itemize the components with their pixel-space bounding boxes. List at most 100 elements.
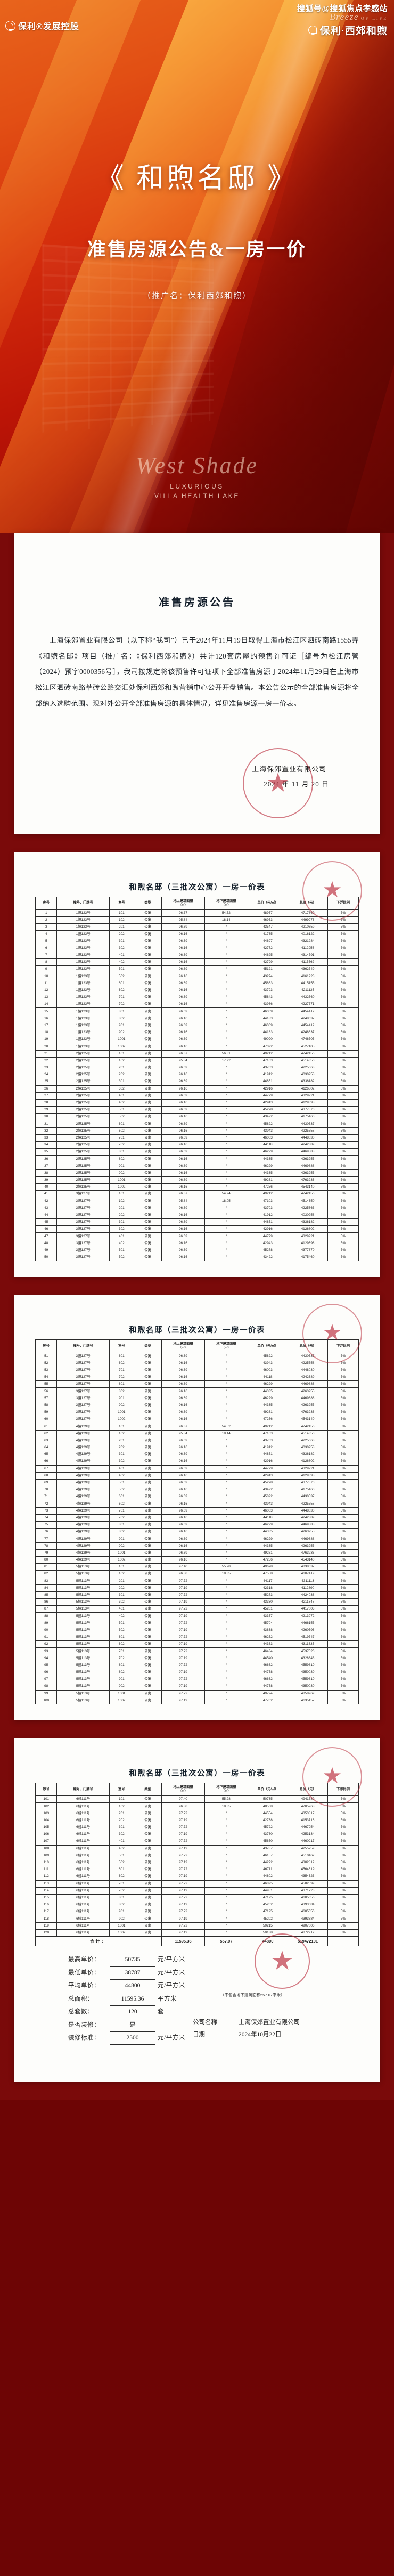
table-row: 62 4幢129号 102 公寓 95.84 18.14 47103 4514350 5% (35, 1429, 359, 1437)
cell-col-8: 5% (327, 1162, 359, 1170)
table-row: 42 3幢127号 102 公寓 95.84 18.05 47103 4514350 5% (35, 1197, 359, 1205)
cell-col-3: 公寓 (133, 1612, 162, 1620)
cell-col-3: 公寓 (133, 1423, 162, 1431)
cell-col-8: 5% (327, 1901, 359, 1909)
cell-col-6: 44758 (247, 1668, 288, 1677)
cell-col-5: / (204, 944, 248, 952)
cell-col-2: 202 (109, 1816, 134, 1825)
cell-col-4: 96.37 (161, 1050, 205, 1058)
cell-col-0: 90 (35, 1626, 58, 1635)
cell-col-3: 公寓 (133, 1001, 162, 1009)
cell-col-1: 3幢127号 (56, 1225, 110, 1233)
cell-col-6: 49724 (247, 1689, 288, 1697)
table-row: 24 2幢125号 202 公寓 96.16/41912 4030258 5% (35, 1071, 359, 1079)
cell-col-7: 4321284 (287, 937, 329, 945)
cell-col-4: 96.16 (161, 1514, 205, 1522)
summary-key: 装修标准： (68, 2035, 100, 2042)
header-unit: （㎡） (178, 903, 188, 907)
table-row: 46 3幢127号 302 公寓 96.16/42916 4126802 5% (35, 1225, 359, 1233)
cell-col-3: 公寓 (133, 1486, 162, 1494)
cell-col-4: 96.37 (161, 1423, 205, 1431)
cell-col-7: 4242389 (287, 1514, 329, 1522)
table-row: 48 3幢127号 402 公寓 96.16/42943 4129398 5% (35, 1239, 359, 1247)
cell-col-6: 49261 (247, 1176, 288, 1184)
cell-col-0: 61 (35, 1423, 58, 1431)
cell-col-0: 79 (35, 1549, 58, 1557)
cell-col-7: 4225663 (287, 1063, 329, 1072)
table-row: 37 2幢125号 901 公寓 96.69/46229 4469888 5% (35, 1162, 359, 1170)
table-row: 112 6幢111号 602 公寓 97.19/44802 4354323 5% (35, 1873, 359, 1881)
cell-col-2: 802 (109, 1901, 134, 1909)
cell-col-7: 4559810 (287, 1661, 329, 1669)
col-header-4: 地上建筑面积 （㎡） (161, 1782, 205, 1797)
cell-col-2: 201 (109, 1063, 134, 1072)
cell-col-3: 公寓 (133, 1634, 162, 1642)
col-header-5: 地下建筑面积 （㎡） (204, 896, 248, 910)
cell-col-0: 88 (35, 1612, 58, 1620)
cell-col-1: 1幢123号 (56, 1021, 110, 1030)
cell-col-6: 44118 (247, 1514, 288, 1522)
cell-col-1: 2幢125号 (56, 1106, 110, 1114)
table-row: 65 4幢129号 301 公寓 96.69/44851 4336182 5% (35, 1451, 359, 1459)
cell-col-5: / (204, 1858, 248, 1867)
cell-col-2: 602 (109, 1500, 134, 1508)
cell-col-0: 62 (35, 1429, 58, 1437)
cell-col-1: 3幢127号 (56, 1416, 110, 1424)
cell-col-1: 1幢123号 (56, 979, 110, 987)
cell-col-3: 公寓 (133, 1021, 162, 1030)
cell-col-3: 公寓 (133, 1507, 162, 1515)
cell-col-5: / (204, 1451, 248, 1459)
cell-col-5: / (204, 1640, 248, 1648)
col-header-5: 地下建筑面积 （㎡） (204, 1339, 248, 1353)
cell-col-3: 公寓 (133, 1640, 162, 1648)
cell-col-2: 401 (109, 1232, 134, 1240)
cell-col-4: 97.72 (161, 1647, 205, 1655)
cell-col-6: 44802 (247, 1873, 288, 1881)
cell-col-4: 97.72 (161, 1676, 205, 1684)
cell-col-4: 97.19 (161, 1668, 205, 1677)
cell-col-0: 97 (35, 1676, 58, 1684)
summary-value: 50735 (110, 1954, 155, 1967)
cell-col-8: 5% (327, 1823, 359, 1832)
table-row: 105 6幢111号 301 公寓 97.72/45722 4467954 5% (35, 1823, 359, 1832)
cell-col-8: 5% (327, 979, 359, 987)
summary-key: 最低单价： (68, 1969, 100, 1976)
cell-col-4: 96.69 (161, 1507, 205, 1515)
cell-col-3: 公寓 (133, 1598, 162, 1606)
cell-col-4: 96.69 (161, 1106, 205, 1114)
cell-col-3: 公寓 (133, 1211, 162, 1220)
cell-col-7: 4227771 (287, 1001, 329, 1009)
cell-col-0: 106 (35, 1831, 58, 1839)
cell-col-1: 6幢111号 (56, 1831, 110, 1839)
table-row: 36 2幢125号 802 公寓 96.16/44335 4263255 5% (35, 1155, 359, 1163)
cell-col-3: 公寓 (133, 1443, 162, 1452)
summary-note: （不包含地下建筑面积557.07平米） (220, 1993, 285, 1998)
cell-col-1: 2幢125号 (56, 1057, 110, 1064)
cell-col-4: 96.16 (161, 1401, 205, 1410)
summary-unit: 元/平方米 (158, 1969, 185, 1976)
cell-col-6: 47103 (247, 1429, 288, 1437)
table-row: 10 1幢123号 502 公寓 96.16/43274 4161228 5% (35, 972, 359, 980)
cell-col-3: 公寓 (133, 923, 162, 931)
cell-col-2: 1002 (109, 1043, 134, 1051)
cell-col-2: 901 (109, 1394, 134, 1402)
cell-col-8: 5% (327, 1366, 359, 1375)
cell-col-4: 97.72 (161, 1619, 205, 1627)
cell-col-2: 601 (109, 1634, 134, 1642)
col-header-6: 单价（元/㎡） (247, 896, 288, 910)
cell-col-2: 201 (109, 1577, 134, 1585)
cell-col-5: / (204, 1577, 248, 1585)
total-above-area: 11595.36 (161, 1936, 205, 1947)
cell-col-4: 96.16 (161, 1099, 205, 1107)
cell-col-3: 公寓 (133, 1493, 162, 1501)
cell-col-7: 4126802 (287, 1458, 329, 1466)
cell-col-4: 96.69 (161, 1535, 205, 1543)
cell-col-0: 25 (35, 1078, 58, 1086)
cell-col-0: 104 (35, 1816, 58, 1825)
cell-col-3: 公寓 (133, 1029, 162, 1037)
cell-col-2: 1002 (109, 1696, 134, 1704)
cell-col-8: 5% (327, 1001, 359, 1009)
cell-col-8: 5% (327, 1676, 359, 1684)
cell-col-6: 45273 (247, 1591, 288, 1599)
hero-promo-name: （推广名：保利西郊和煦） (142, 291, 251, 300)
